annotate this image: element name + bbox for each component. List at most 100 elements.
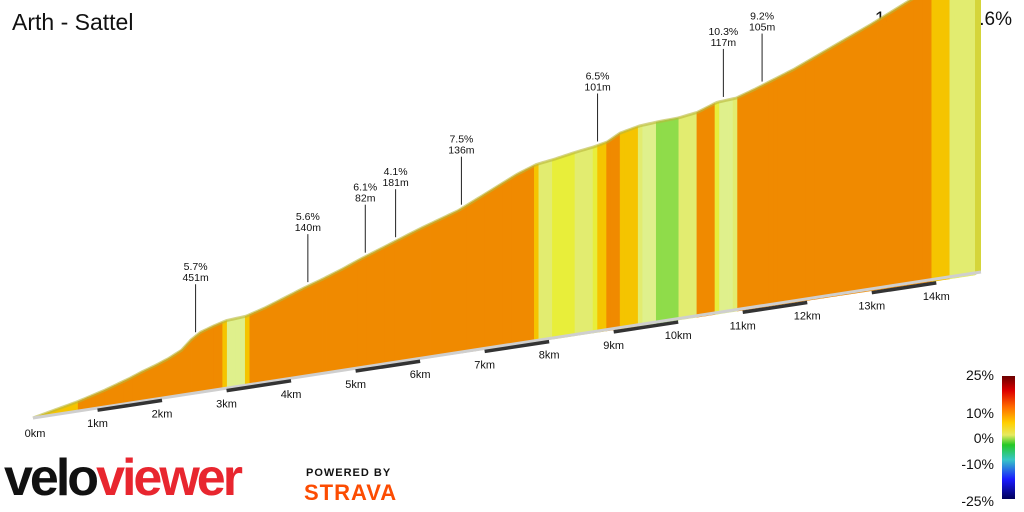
profile-slice (308, 283, 314, 377)
profile-slice (917, 0, 924, 284)
profile-slice (624, 129, 630, 329)
profile-slice (674, 117, 680, 321)
profile-slice (583, 147, 589, 335)
profile-slice (561, 154, 567, 339)
segment-grade-label: 4.1% (384, 166, 408, 178)
profile-slice (457, 207, 463, 354)
scale-label-minus10: -10% (961, 456, 994, 472)
profile-slice (172, 352, 178, 398)
profile-slice (732, 97, 738, 313)
segment-length-label: 117m (711, 37, 737, 49)
profile-slice (335, 269, 341, 373)
segment-length-label: 101m (584, 81, 611, 93)
segment-grade-label: 5.6% (296, 211, 320, 223)
profile-slice (434, 219, 440, 358)
profile-slice (145, 367, 151, 402)
profile-slice (859, 27, 865, 293)
profile-slice (384, 243, 391, 365)
km-tick-label: 2km (152, 408, 173, 420)
profile-slice (935, 0, 942, 282)
profile-slice (141, 369, 147, 402)
profile-slice (534, 163, 540, 343)
profile-slice (705, 105, 711, 317)
profile-slice (217, 321, 223, 391)
km-tick-label: 0km (25, 428, 46, 440)
profile-slice (795, 64, 802, 303)
profile-slice (687, 113, 693, 319)
segment-length-label: 451m (182, 272, 209, 284)
km-tick-label: 3km (216, 399, 237, 411)
profile-slice (651, 121, 657, 325)
profile-slice (263, 305, 269, 384)
profile-slice (123, 378, 129, 405)
profile-slice (922, 0, 928, 284)
profile-slice (339, 267, 345, 372)
profile-slice (949, 0, 955, 280)
profile-slice (940, 0, 946, 281)
profile-slice (556, 156, 562, 339)
profile-slice (448, 212, 454, 356)
profile-slice (723, 99, 729, 314)
profile-slice (904, 0, 910, 287)
profile-slice (213, 323, 219, 391)
km-tick-label: 13km (858, 301, 885, 313)
profile-slice (235, 317, 242, 388)
profile-slice (353, 259, 359, 370)
segment-grade-label: 7.5% (449, 134, 473, 146)
profile-slice (394, 239, 400, 364)
profile-slice (791, 67, 797, 304)
profile-slice (258, 308, 264, 385)
profile-slice (755, 86, 761, 309)
profile-slice (945, 0, 951, 280)
profile-slice (443, 214, 449, 356)
profile-slice (439, 216, 445, 357)
scale-label-minus25: -25% (961, 493, 994, 509)
profile-slice (782, 72, 788, 305)
profile-slice (317, 278, 323, 376)
km-bar (871, 281, 937, 295)
profile-slice (127, 376, 133, 404)
scale-label-0: 0% (974, 430, 994, 446)
profile-slice (845, 35, 851, 295)
profile-slice (931, 0, 937, 282)
profile-slice (719, 100, 725, 315)
profile-slice (660, 120, 666, 324)
profile-slice (737, 94, 743, 312)
km-tick-label: 14km (923, 291, 950, 303)
profile-slice (357, 257, 364, 369)
profile-slice (538, 162, 544, 342)
profile-slice (669, 118, 675, 322)
profile-slice (899, 3, 905, 287)
km-tick-label: 9km (603, 340, 624, 352)
logo-velo: velo (4, 449, 99, 507)
profile-slice (254, 310, 260, 385)
segment-length-label: 140m (295, 222, 322, 234)
segment-grade-label: 6.5% (586, 70, 610, 82)
profile-slice (452, 210, 458, 355)
km-bar (226, 379, 292, 393)
profile-slice (466, 202, 472, 353)
km-tick-label: 6km (410, 369, 431, 381)
profile-slice (502, 179, 508, 348)
profile-slice (696, 109, 702, 318)
km-tick-label: 1km (87, 418, 108, 430)
profile-slice (886, 11, 892, 289)
veloviewer-logo: veloviewer (4, 448, 243, 508)
profile-slice (741, 92, 747, 311)
segment-grade-label: 10.3% (708, 26, 738, 38)
profile-slice (619, 130, 625, 330)
profile-slice (181, 343, 187, 396)
profile-slice (895, 5, 901, 288)
segment-grade-label: 5.7% (184, 261, 208, 273)
segment-grade-label: 6.1% (353, 182, 377, 194)
profile-slice (579, 149, 585, 336)
km-bar (355, 359, 421, 373)
profile-slice (249, 312, 255, 386)
profile-slice (606, 138, 612, 332)
km-tick-label: 8km (539, 350, 560, 362)
profile-slice (461, 204, 467, 354)
route-title: Arth - Sattel (12, 9, 134, 35)
profile-slice (809, 56, 815, 301)
profile-end-cap (975, 0, 981, 275)
